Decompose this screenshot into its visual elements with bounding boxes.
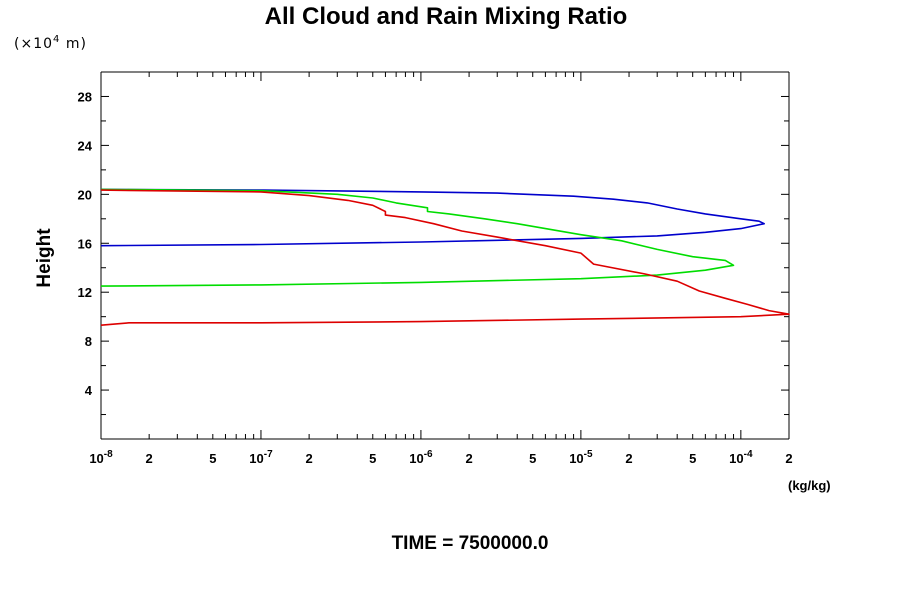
- x-tick-base: 10: [729, 451, 743, 466]
- y-tick-label: 4: [85, 383, 93, 398]
- y-tick-label: 12: [78, 285, 92, 300]
- x-tick-label: 2: [625, 451, 632, 466]
- x-tick-base: 5: [209, 451, 216, 466]
- x-tick-base: 10: [569, 451, 583, 466]
- x-tick-base: 5: [529, 451, 536, 466]
- x-tick-label: 5: [369, 451, 376, 466]
- x-tick-exponent: -8: [104, 449, 113, 460]
- plot-frame: [100, 71, 790, 440]
- x-tick-base: 2: [625, 451, 632, 466]
- x-tick-base: 2: [146, 451, 153, 466]
- series-line-red: [100, 189, 790, 326]
- x-tick-base: 5: [369, 451, 376, 466]
- x-tick-label: 10-7: [249, 449, 273, 466]
- x-tick-exponent: -4: [744, 449, 753, 460]
- x-tick-base: 2: [305, 451, 312, 466]
- y-tick-label: 20: [78, 187, 92, 202]
- chart-title: All Cloud and Rain Mixing Ratio: [265, 3, 628, 30]
- x-tick-label: 10-4: [729, 449, 753, 466]
- x-tick-label: 10-8: [89, 449, 113, 466]
- x-tick-label: 10-5: [569, 449, 593, 466]
- series-layer: [100, 188, 790, 326]
- x-axis-unit-label: (kg/kg): [788, 478, 831, 493]
- x-tick-exponent: -5: [584, 449, 593, 460]
- x-tick-label: 5: [209, 451, 216, 466]
- x-tick-label: 5: [689, 451, 696, 466]
- y-unit-prefix: (×10: [14, 36, 53, 52]
- x-tick-base: 10: [249, 451, 263, 466]
- x-tick-label: 2: [305, 451, 312, 466]
- y-unit-exponent: 4: [53, 34, 60, 45]
- time-footer: TIME = 7500000.0: [392, 533, 549, 554]
- y-unit-suffix: m): [60, 36, 87, 52]
- x-tick-exponent: -6: [424, 449, 433, 460]
- x-tick-label: 2: [146, 451, 153, 466]
- axis-ticks: [100, 72, 790, 439]
- x-tick-base: 2: [465, 451, 472, 466]
- x-tick-base: 10: [409, 451, 423, 466]
- y-unit-label: (×104 m): [14, 34, 87, 52]
- y-tick-label: 24: [78, 138, 93, 153]
- x-tick-label: 2: [465, 451, 472, 466]
- y-tick-label: 8: [85, 334, 92, 349]
- series-line-blue: [100, 188, 765, 247]
- x-tick-base: 5: [689, 451, 696, 466]
- y-tick-label: 16: [78, 236, 92, 251]
- x-tick-label: 5: [529, 451, 536, 466]
- x-tick-base: 10: [89, 451, 103, 466]
- x-tick-label: 2: [785, 451, 792, 466]
- series-line-green: [100, 188, 735, 287]
- x-tick-exponent: -7: [264, 449, 273, 460]
- x-tick-base: 2: [785, 451, 792, 466]
- y-tick-label: 28: [78, 89, 92, 104]
- x-tick-label: 10-6: [409, 449, 433, 466]
- y-axis-label: Height: [34, 228, 55, 288]
